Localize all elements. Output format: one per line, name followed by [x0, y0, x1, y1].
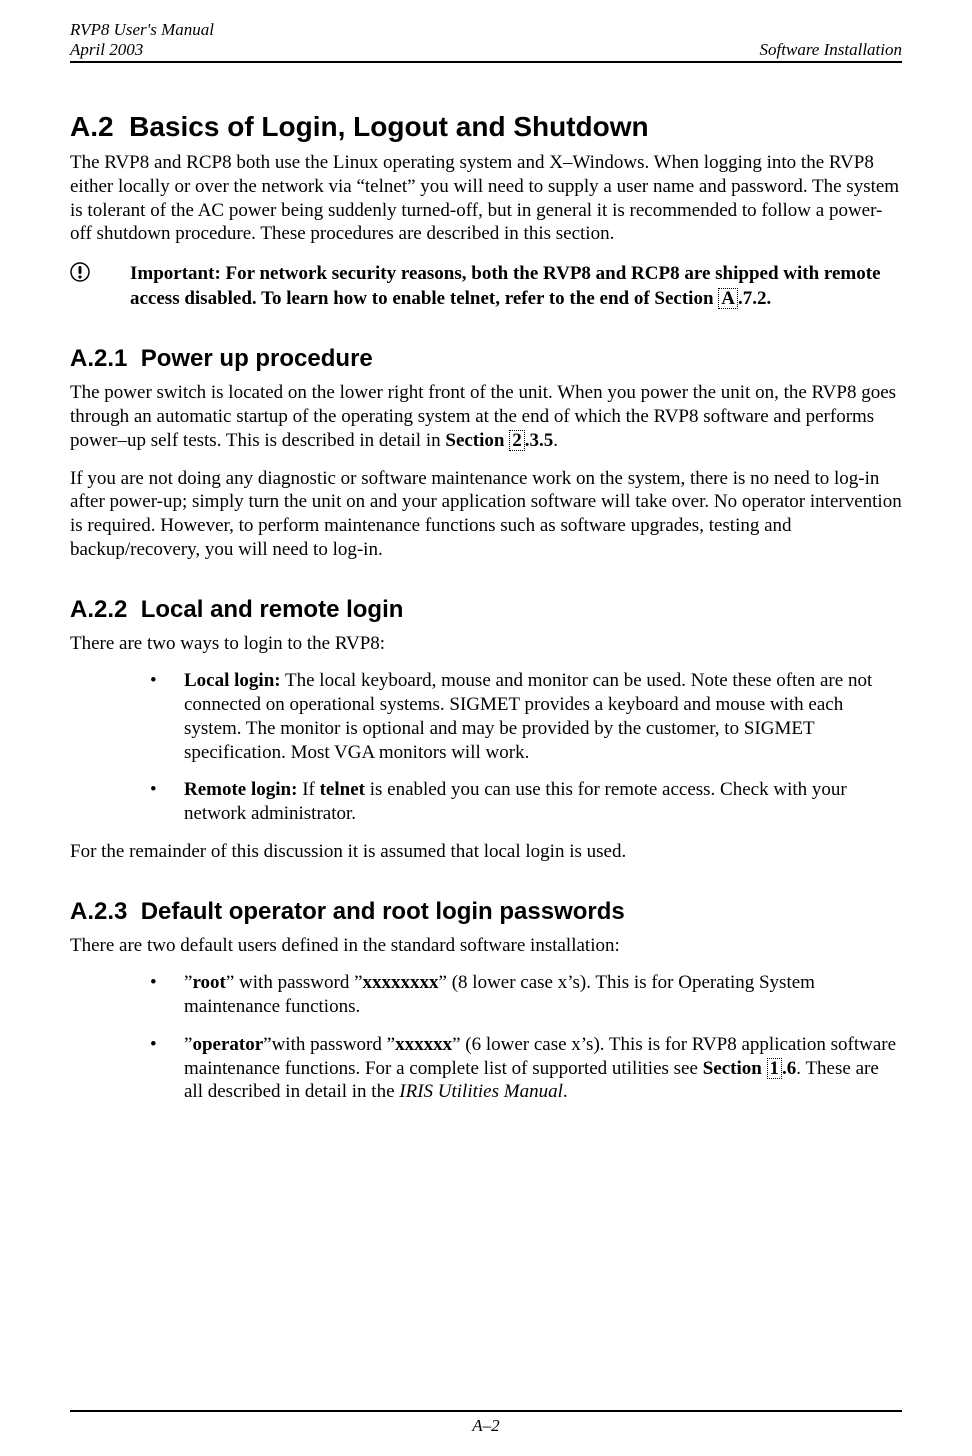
important-icon [70, 262, 130, 311]
sec2-bullet-local: Local login: The local keyboard, mouse a… [70, 669, 902, 764]
sec3-ref-suffix: .6 [782, 1058, 796, 1079]
sec1-para2: If you are not doing any diagnostic or s… [70, 467, 902, 562]
sec3-ref-box[interactable]: 1 [767, 1058, 783, 1079]
sec2-bullet-list: Local login: The local keyboard, mouse a… [70, 669, 902, 826]
sec2-bullet-remote: Remote login: If telnet is enabled you c… [70, 778, 902, 826]
sec3-b1-b: ” with password ” [226, 972, 363, 993]
heading-a2: A.2 Basics of Login, Logout and Shutdown [70, 111, 902, 143]
intro-paragraph: The RVP8 and RCP8 both use the Linux ope… [70, 151, 902, 246]
sec3-bullet-list: ”root” with password ”xxxxxxxx” (8 lower… [70, 971, 902, 1104]
heading-a22-title: Local and remote login [141, 596, 404, 623]
sec1-period: . [553, 430, 558, 451]
page-number: A–2 [472, 1416, 499, 1435]
heading-a2-title: Basics of Login, Logout and Shutdown [129, 111, 649, 142]
sec3-intro: There are two default users defined in t… [70, 934, 902, 958]
sec3-b1-pass: xxxxxxxx [363, 972, 439, 993]
heading-a21-title: Power up procedure [141, 345, 373, 372]
heading-a21-number: A.2.1 [70, 345, 127, 372]
sec2-bullet2-bold: telnet [320, 779, 365, 800]
section-title: Software Installation [760, 40, 902, 59]
sec3-ref-prefix: Section [703, 1058, 762, 1079]
sec3-b2-e: . [563, 1081, 568, 1102]
sec3-bullet-root: ”root” with password ”xxxxxxxx” (8 lower… [70, 971, 902, 1019]
sec2-bullet2-text-a: If [297, 779, 319, 800]
heading-a22: A.2.2 Local and remote login [70, 596, 902, 624]
sec3-b2-pass: xxxxxx [395, 1034, 452, 1055]
heading-a2-number: A.2 [70, 111, 114, 142]
important-ref-prefix: Section [654, 288, 713, 309]
sec1-ref-prefix: Section [445, 430, 504, 451]
sec2-bullet2-label: Remote login: [184, 779, 297, 800]
sec2-intro: There are two ways to login to the RVP8: [70, 632, 902, 656]
page-header: RVP8 User's Manual April 2003 Software I… [70, 20, 902, 63]
important-note: Important: For network security reasons,… [70, 262, 902, 311]
heading-a23-number: A.2.3 [70, 898, 127, 925]
manual-title: RVP8 User's Manual [70, 20, 214, 39]
heading-a22-number: A.2.2 [70, 596, 127, 623]
page-footer: A–2 [70, 1410, 902, 1436]
sec2-bullet1-text: The local keyboard, mouse and monitor ca… [184, 670, 872, 762]
sec1-ref-box[interactable]: 2 [509, 430, 525, 451]
sec2-closing: For the remainder of this discussion it … [70, 840, 902, 864]
sec1-ref-suffix: .3.5 [525, 430, 554, 451]
important-text: Important: For network security reasons,… [130, 262, 902, 311]
heading-a23-title: Default operator and root login password… [141, 898, 625, 925]
header-right: Software Installation [760, 40, 902, 60]
sec3-bullet-operator: ”operator”with password ”xxxxxx” (6 lowe… [70, 1033, 902, 1104]
document-page: RVP8 User's Manual April 2003 Software I… [0, 0, 972, 1456]
heading-a23: A.2.3 Default operator and root login pa… [70, 898, 902, 926]
sec3-b2-op: operator [192, 1034, 263, 1055]
important-ref-suffix: .7.2. [738, 288, 771, 309]
sec3-b2-italic: IRIS Utilities Manual [399, 1081, 563, 1102]
sec2-bullet1-label: Local login: [184, 670, 281, 691]
manual-date: April 2003 [70, 40, 143, 59]
important-ref-box[interactable]: A [718, 288, 738, 309]
sec1-para1: The power switch is located on the lower… [70, 381, 902, 452]
sec3-b2-b: ”with password ” [263, 1034, 395, 1055]
sec3-b1-root: root [192, 972, 225, 993]
header-left: RVP8 User's Manual April 2003 [70, 20, 214, 59]
heading-a21: A.2.1 Power up procedure [70, 345, 902, 373]
